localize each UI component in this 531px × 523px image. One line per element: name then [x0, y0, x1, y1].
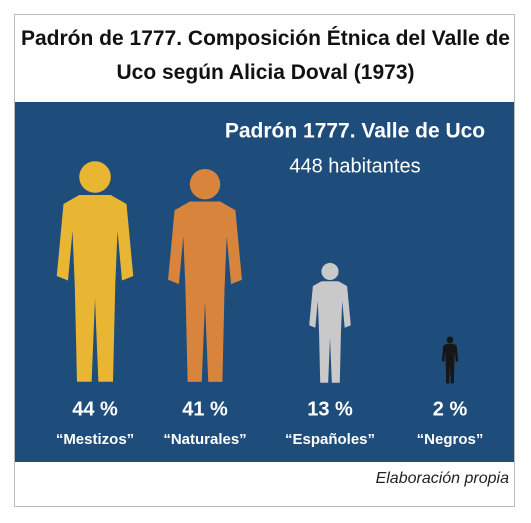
chart-title: Padrón de 1777. Composición Étnica del V…: [20, 22, 511, 90]
category-label: “Españoles”: [285, 431, 375, 448]
source: Elaboración propia: [376, 470, 509, 488]
page: Padrón de 1777. Composición Étnica del V…: [0, 0, 531, 523]
annotation: 448 habitantes: [289, 155, 420, 177]
category-label: “Naturales”: [163, 431, 246, 448]
value-label: 41 %: [182, 398, 228, 420]
value-label: 2 %: [433, 398, 468, 420]
value-label: 44 %: [72, 398, 118, 420]
category-label: “Negros”: [417, 431, 484, 448]
category-label: “Mestizos”: [56, 431, 134, 448]
value-label: 13 %: [307, 398, 353, 420]
subtitle: Padrón 1777. Valle de Uco: [225, 120, 485, 143]
chart: Padrón 1777. Valle de Uco 448 habitantes…: [15, 102, 514, 462]
